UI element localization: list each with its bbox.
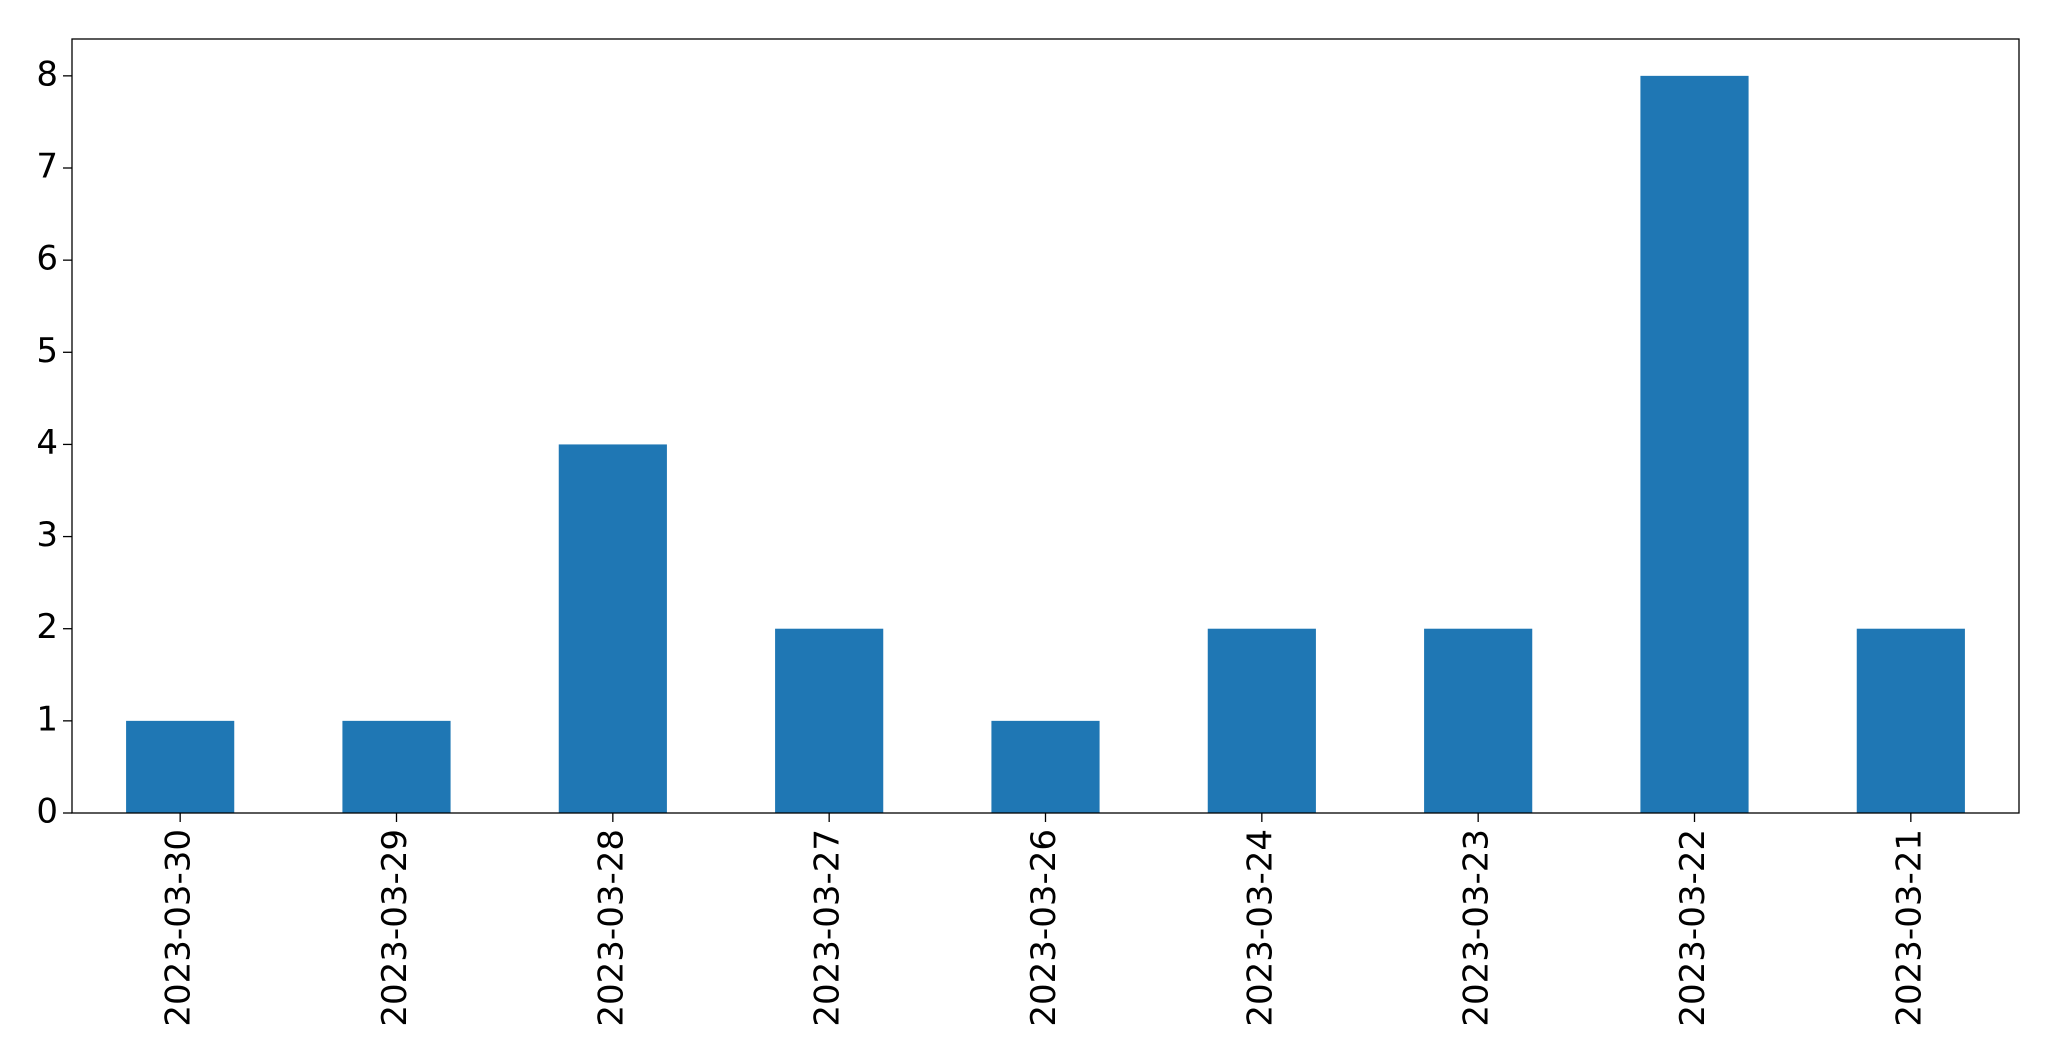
bar [1640,75,1749,814]
x-tick-label: 2023-03-21 [1889,829,1929,1027]
bar [342,720,451,813]
x-tick-label: 2023-03-24 [1240,829,1280,1027]
x-tick-label: 2023-03-27 [808,829,848,1027]
y-tick-label: 0 [36,792,58,832]
x-tick-label: 2023-03-30 [159,829,199,1027]
x-tick-label: 2023-03-22 [1673,829,1713,1027]
y-tick-label: 8 [36,54,58,94]
bar [1424,628,1533,813]
y-tick-label: 4 [36,423,58,463]
y-tick-label: 7 [36,147,58,187]
bar [1207,628,1316,813]
bar [126,720,235,813]
bar [991,720,1100,813]
plot-frame [71,38,2020,814]
x-tick-label: 2023-03-26 [1024,829,1064,1027]
x-tick-label: 2023-03-23 [1457,829,1497,1027]
x-tick-label: 2023-03-28 [591,829,631,1027]
bar [1856,628,1965,813]
y-tick-label: 3 [36,515,58,555]
bar [775,628,884,813]
x-tick-label: 2023-03-29 [375,829,415,1027]
y-tick-label: 5 [36,331,58,371]
bar [558,444,667,813]
y-tick-label: 1 [36,699,58,739]
y-tick-label: 6 [36,239,58,279]
y-tick-label: 2 [36,607,58,647]
